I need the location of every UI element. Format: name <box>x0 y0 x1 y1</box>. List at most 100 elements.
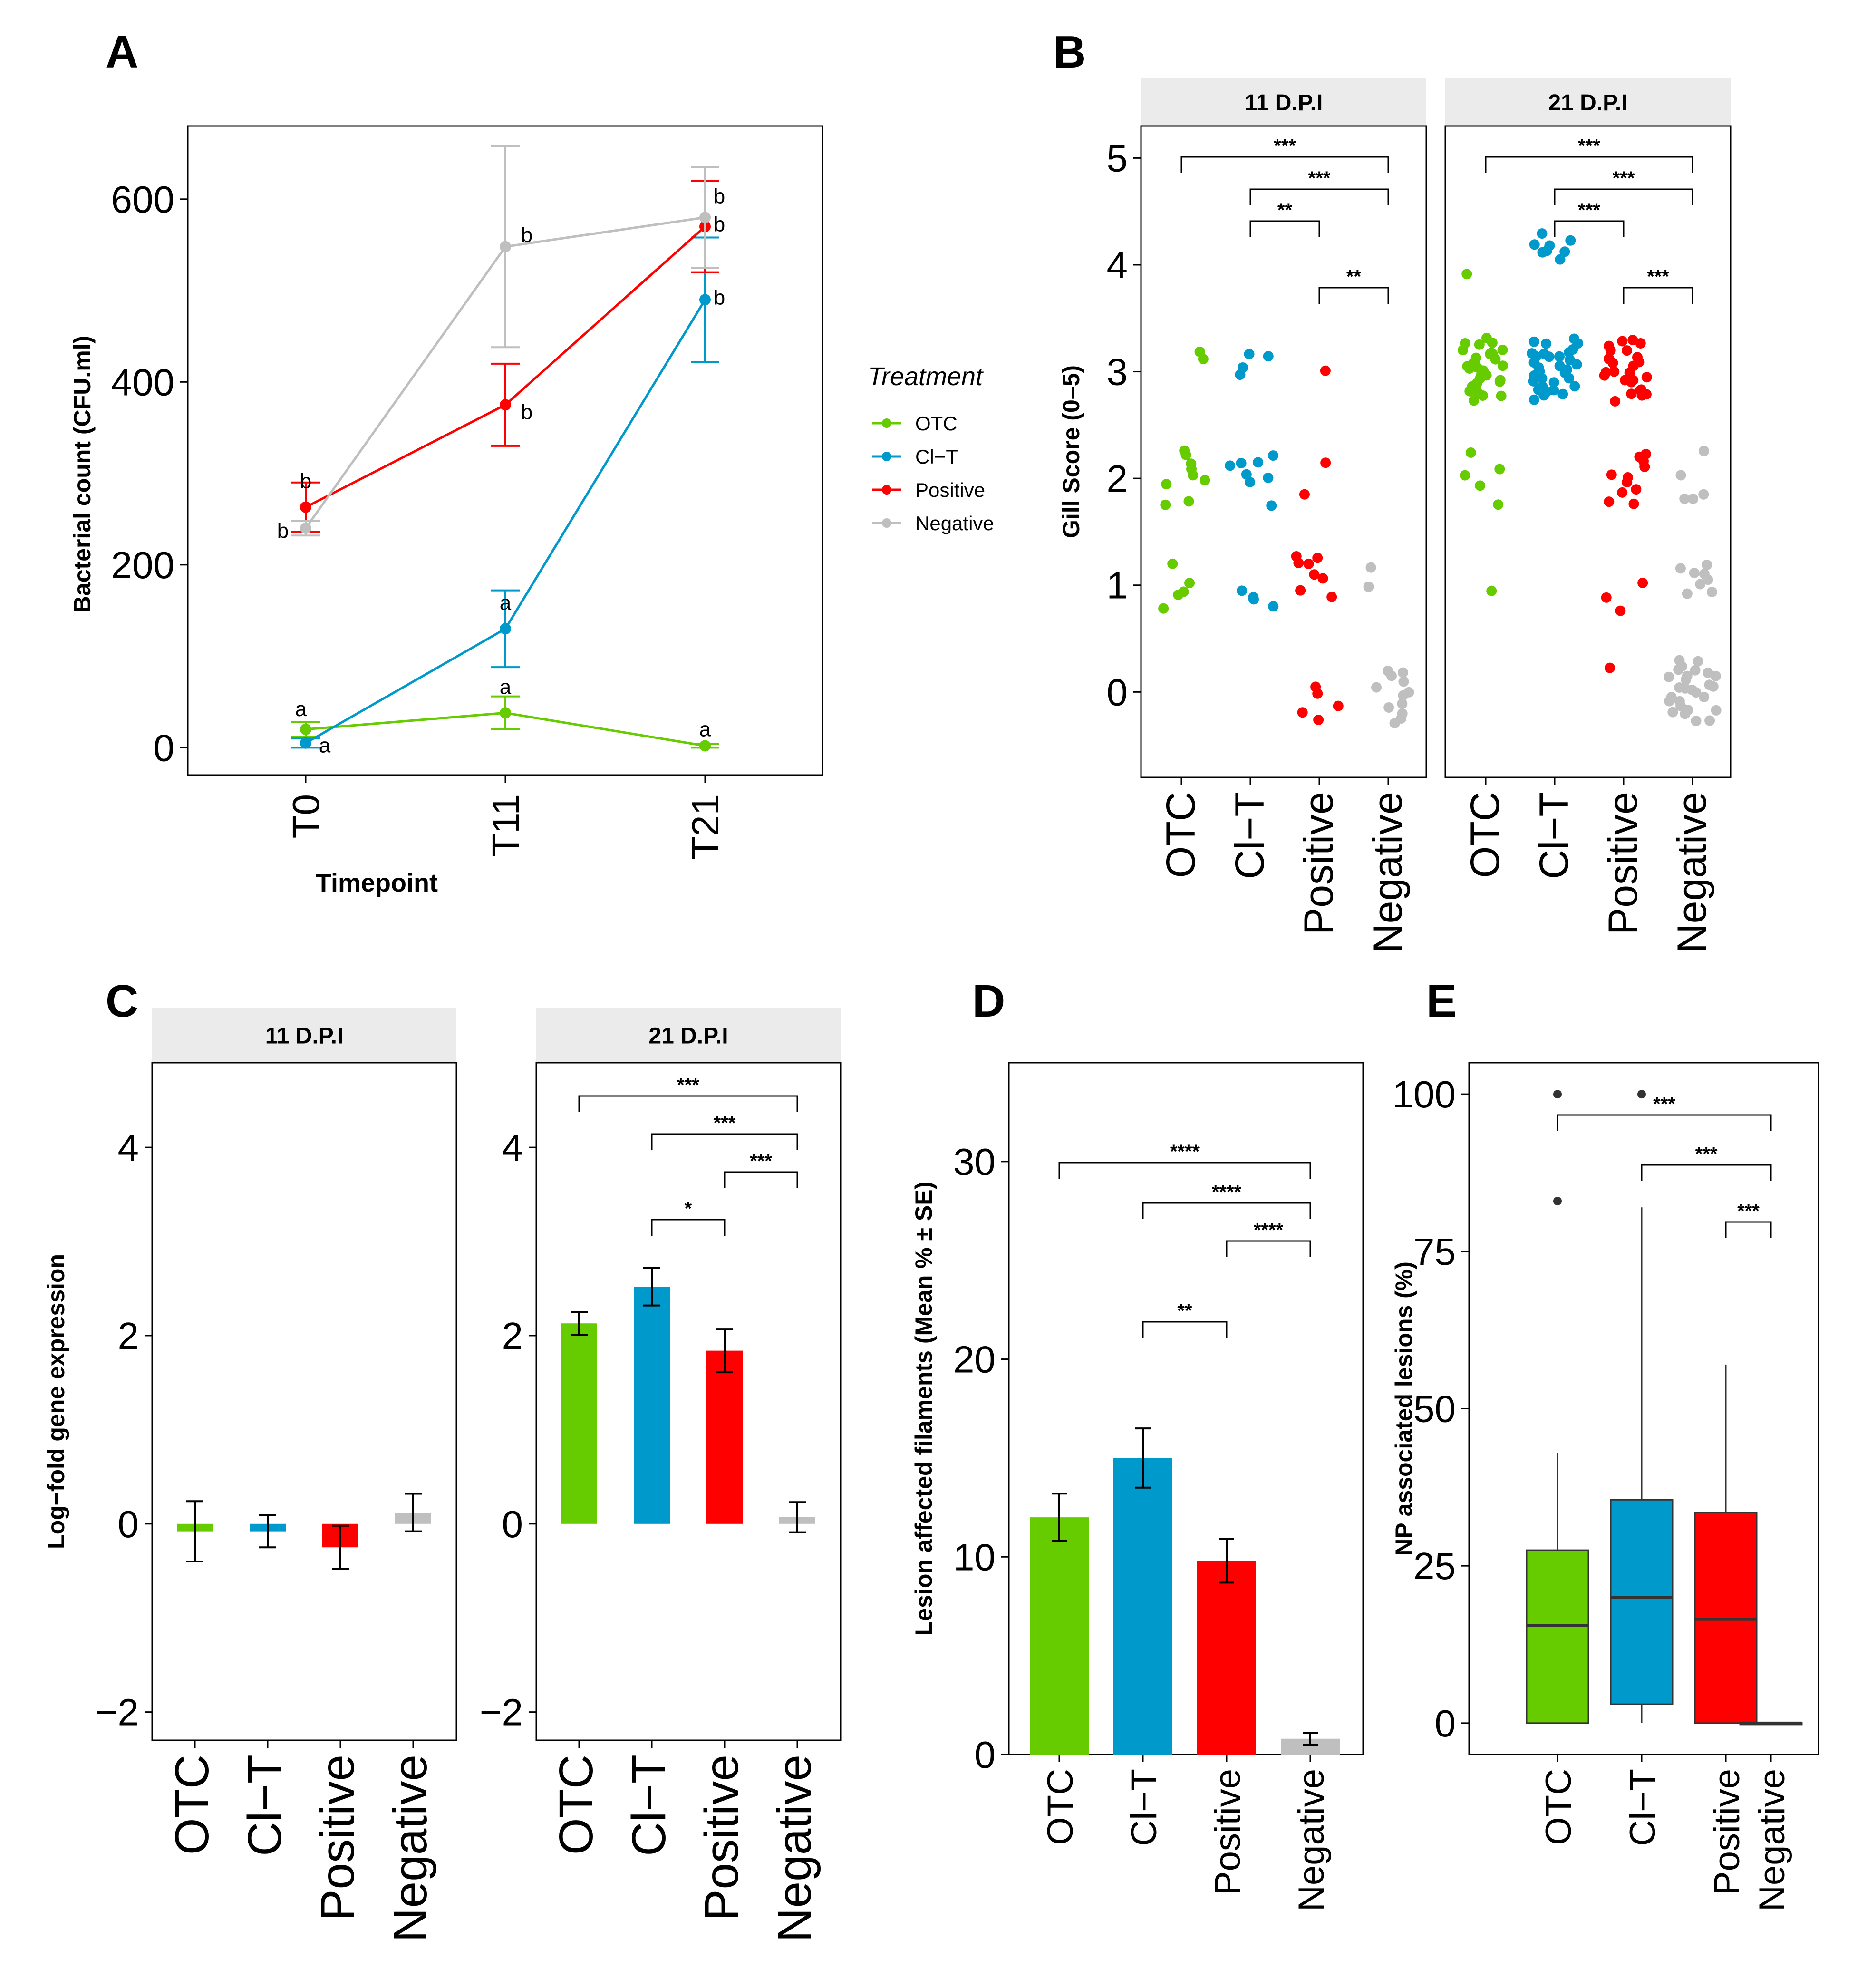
panel-b-data-point <box>1691 687 1702 698</box>
panel-b-data-point <box>1706 587 1717 598</box>
panel-a-legend-label: Positive <box>915 479 985 501</box>
panel-b-data-point <box>1636 390 1647 401</box>
panel-b-data-point <box>1471 362 1482 373</box>
panel-a-y-tick-label: 400 <box>111 361 174 403</box>
panel-c-x-tick-label: Positive <box>695 1755 748 1921</box>
panel-e-significance-label: *** <box>1737 1201 1760 1222</box>
panel-b-data-point <box>1603 353 1614 364</box>
panel-b-data-point <box>1293 557 1304 568</box>
panel-b-data-point <box>1628 498 1639 509</box>
panel-b-data-point <box>1528 376 1539 387</box>
panel-d-bracket <box>1058 1162 1311 1179</box>
panel-b-data-point <box>1571 359 1582 370</box>
panel-c-x-tick-label: Positive <box>311 1755 364 1921</box>
panel-b-x-tick-label: OTC <box>1462 792 1508 878</box>
panel-b-facet-0-strip <box>1141 78 1426 126</box>
panel-a-legend-title: Treatment <box>868 362 984 391</box>
panel-b-data-point <box>1541 338 1552 349</box>
panel-a-x-tick-label: T11 <box>484 794 527 857</box>
legend-key-point <box>882 518 891 528</box>
panel-b-significance-label: ** <box>1346 266 1362 287</box>
panel-b-data-point <box>1365 562 1376 573</box>
panel-b-data-point <box>1371 682 1382 693</box>
panel-b-data-point <box>1295 585 1306 596</box>
panel-b-data-point <box>1267 450 1278 461</box>
panel-c-bar <box>706 1350 743 1524</box>
panel-b-significance-label: ** <box>1277 200 1293 221</box>
panel-d-y-tick-label: 0 <box>975 1734 996 1776</box>
panel-b-data-point <box>1363 582 1374 592</box>
panel-b-data-point <box>1529 239 1540 250</box>
panel-b-data-point <box>1312 553 1323 563</box>
panel-e-x-tick-label: Cl−T <box>1623 1769 1663 1846</box>
panel-b-data-point <box>1699 691 1710 702</box>
panel-e-y-tick-label: 75 <box>1413 1231 1456 1273</box>
panel-b-bracket <box>1485 156 1693 173</box>
panel-a-y-axis-title: Bacterial count (CFU.ml) <box>69 336 96 613</box>
panel-b-data-point <box>1682 670 1693 681</box>
panel-b-data-point <box>1639 461 1650 472</box>
panel-d-x-tick-label: OTC <box>1040 1769 1081 1845</box>
panel-b-data-point <box>1674 682 1685 693</box>
panel-b-significance-label: *** <box>1647 266 1669 287</box>
panel-b-data-point <box>1698 489 1709 500</box>
panel-b-y-tick-label: 0 <box>1107 671 1128 713</box>
panel-a-point-Positive <box>300 501 311 513</box>
panel-c-y-tick-label: 2 <box>502 1315 523 1357</box>
panel-d-bracket <box>1226 1240 1311 1257</box>
panel-b-data-point <box>1601 592 1612 603</box>
panel-b-data-point <box>1544 351 1555 362</box>
panel-b-data-point <box>1333 700 1344 711</box>
panel-b-data-point <box>1538 390 1549 401</box>
panel-letter-b: B <box>1053 27 1086 78</box>
panel-b-data-point <box>1666 692 1677 703</box>
panel-c-bracket <box>724 1171 798 1188</box>
panel-b-data-point <box>1537 247 1548 258</box>
panel-b-data-point <box>1635 338 1646 349</box>
panel-b-data-point <box>1559 246 1570 257</box>
panel-a-y-tick-label: 200 <box>111 544 174 586</box>
panel-b-data-point <box>1711 705 1722 716</box>
panel-b-data-point <box>1263 351 1274 362</box>
panel-a-legend-label: Cl−T <box>915 446 958 468</box>
panel-d-x-tick-label: Negative <box>1291 1769 1332 1911</box>
panel-b-data-point <box>1244 476 1255 487</box>
panel-c-significance-label: *** <box>750 1151 772 1172</box>
panel-d-significance-label: **** <box>1170 1141 1200 1162</box>
panel-b-data-point <box>1383 702 1394 713</box>
panel-c-facet-0-strip <box>152 1008 456 1063</box>
panel-c-facet-0-strip-title: 11 D.P.I <box>265 1024 344 1049</box>
panel-b-data-point <box>1680 708 1691 719</box>
panel-b-data-point <box>1494 464 1505 475</box>
panel-a-point-OTC <box>699 740 711 752</box>
panel-a-point-CI-T <box>699 294 711 306</box>
panel-b-data-point <box>1320 365 1331 376</box>
panel-a-x-axis-title: Timepoint <box>316 869 438 897</box>
panel-b-data-point <box>1664 671 1674 682</box>
legend-key-point <box>882 418 891 428</box>
panel-e-x-tick-label: OTC <box>1538 1769 1579 1845</box>
panel-b-bracket <box>1249 220 1320 237</box>
panel-d-x-tick-label: Positive <box>1208 1769 1248 1895</box>
panel-b-data-point <box>1320 457 1331 468</box>
panel-b-y-tick-label: 1 <box>1107 564 1128 607</box>
panel-a-point-Positive <box>500 399 511 411</box>
panel-b-data-point <box>1637 577 1648 588</box>
panel-b-data-point <box>1496 390 1507 401</box>
legend-key-point <box>882 485 891 495</box>
panel-b-data-point <box>1167 558 1178 569</box>
panel-a-group-letter: b <box>300 470 311 493</box>
panel-c-y-tick-label: −2 <box>480 1691 523 1734</box>
panel-b-data-point <box>1494 376 1505 387</box>
panel-c-frame <box>151 1062 457 1741</box>
panel-c-bar <box>561 1323 597 1524</box>
panel-c-y-axis-title: Log−fold gene expression <box>43 1254 69 1549</box>
panel-c-y-tick-label: −2 <box>96 1691 139 1734</box>
panel-a-point-Negative <box>500 241 511 252</box>
panel-b-data-point <box>1161 479 1172 490</box>
panel-a-group-letter: a <box>500 591 512 614</box>
panel-b-data-point <box>1326 592 1337 602</box>
panel-b-data-point <box>1548 377 1559 388</box>
panel-b-data-point <box>1600 367 1611 378</box>
panel-a-group-letter: a <box>319 734 331 757</box>
